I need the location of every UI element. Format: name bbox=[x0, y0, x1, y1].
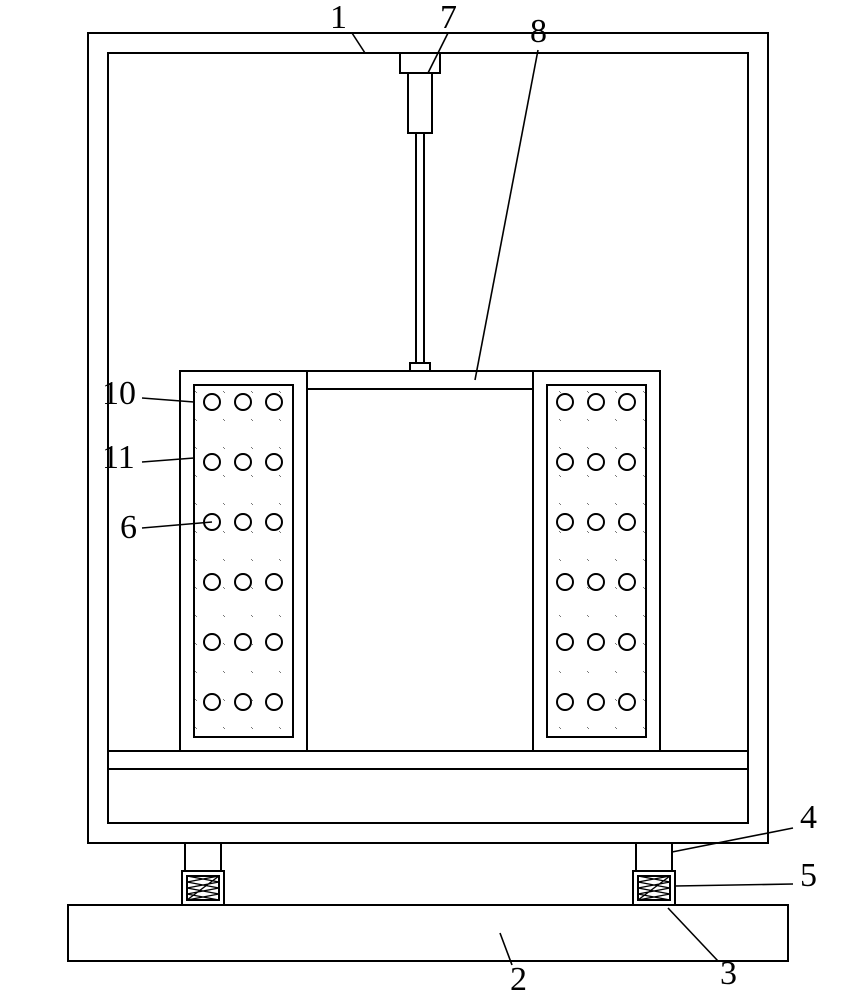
leader-line bbox=[675, 884, 793, 886]
leader-line bbox=[668, 908, 718, 961]
label-3: 3 bbox=[720, 955, 737, 992]
support-leg bbox=[185, 843, 221, 871]
label-8: 8 bbox=[530, 13, 547, 50]
leader-line bbox=[352, 33, 365, 53]
label-5: 5 bbox=[800, 857, 817, 894]
cylinder-body bbox=[408, 73, 432, 133]
cylinder-mount bbox=[400, 53, 440, 73]
technical-diagram: 1 7 8 10 11 6 4 5 3 2 bbox=[0, 0, 851, 1000]
leader-line bbox=[142, 458, 194, 462]
chamber-hatch bbox=[547, 385, 646, 737]
leader-line bbox=[142, 398, 194, 402]
cylinder-rod bbox=[416, 133, 424, 363]
label-1: 1 bbox=[330, 0, 347, 36]
base-plate bbox=[68, 905, 788, 961]
outer-frame bbox=[88, 33, 768, 843]
chamber-hatch bbox=[194, 385, 293, 737]
spring bbox=[187, 876, 219, 900]
leader-line bbox=[672, 828, 793, 852]
label-7: 7 bbox=[440, 0, 457, 36]
leader-line bbox=[475, 50, 538, 380]
label-10: 10 bbox=[102, 375, 136, 412]
label-11: 11 bbox=[102, 439, 135, 476]
spring bbox=[638, 876, 670, 900]
label-6: 6 bbox=[120, 509, 137, 546]
press-bar bbox=[307, 371, 533, 389]
label-2: 2 bbox=[510, 961, 527, 998]
label-4: 4 bbox=[800, 799, 817, 836]
support-leg bbox=[636, 843, 672, 871]
cylinder-foot bbox=[410, 363, 430, 371]
